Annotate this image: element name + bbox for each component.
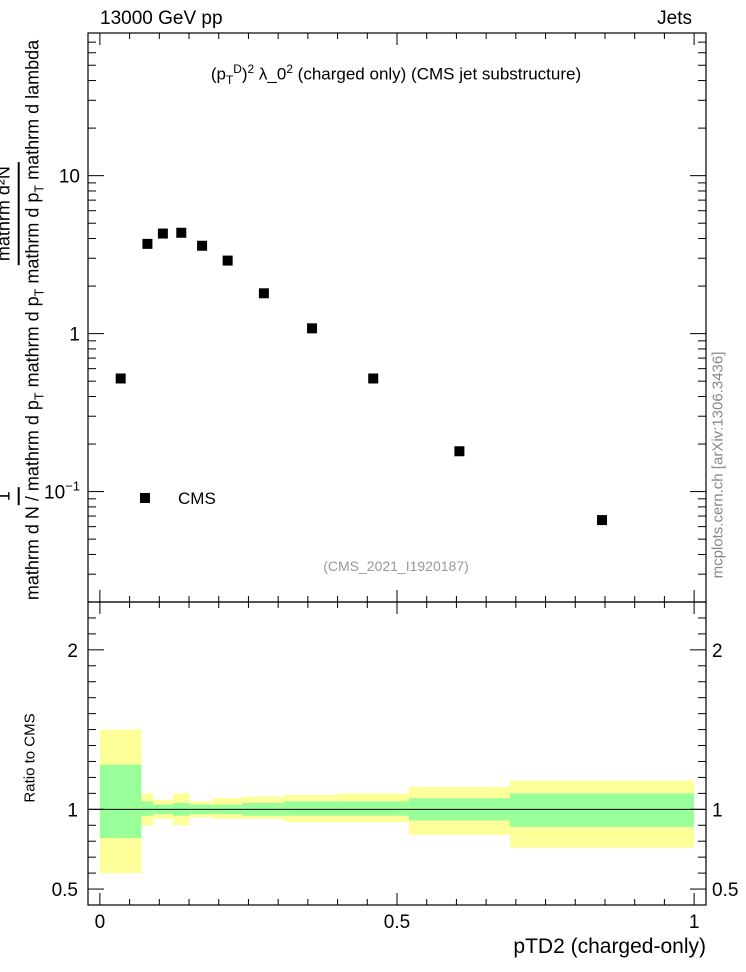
ratio-tick-label-left: 0.5 [52, 880, 78, 901]
data-point [142, 238, 153, 249]
x-tick-label: 1 [689, 912, 700, 933]
data-point [115, 373, 126, 384]
plot-title: (pTD)2 λ_02 (charged only) (CMS jet subs… [210, 62, 582, 88]
axis-tick-labels: 0 0.5 1 10−1 1 10 0.5 0.5 1 1 2 2 [44, 167, 738, 933]
data-point [307, 323, 318, 334]
analysis-id-label: (CMS_2021_I1920187) [323, 558, 469, 574]
watermark: mcplots.cern.ch [arXiv:1306.3436] [709, 351, 727, 579]
ratio-tick-label-right: 2 [712, 641, 723, 662]
ratio-band-inner [337, 801, 409, 816]
header-category-label: Jets [657, 8, 692, 29]
main-panel-frame [87, 32, 707, 603]
y-axis-label-denominator: mathrm d N / mathrm d pT [22, 392, 47, 601]
x-tick-label: 0.5 [384, 912, 410, 933]
ratio-tick-label-left: 1 [67, 800, 78, 821]
data-point [454, 446, 465, 457]
ratio-band-inner [141, 801, 154, 816]
ratio-tick-label-right: 1 [712, 800, 723, 821]
data-point [176, 227, 187, 238]
data-point [368, 373, 379, 384]
y-tick-label: 10 [59, 167, 80, 188]
data-point [258, 288, 269, 299]
data-point [157, 228, 168, 239]
y-tick-label: 10−1 [44, 479, 80, 504]
axis-ticks [88, 32, 706, 905]
y-axis-label-numerator: 1 [0, 487, 20, 506]
y-axis-label-inner-denominator: mathrm d pT mathrm d pT mathrm d lambda [22, 39, 47, 388]
ratio-tick-label-left: 2 [67, 641, 78, 662]
legend-label-cms: CMS [178, 489, 216, 508]
ratio-tick-label-right: 0.5 [712, 880, 738, 901]
y-tick-label: 1 [69, 325, 80, 346]
data-points [115, 227, 608, 526]
y-axis-label: 1 mathrm d N / mathrm d pT mathrm d²N ma… [0, 40, 46, 600]
legend-marker [140, 493, 150, 503]
ratio-uncertainty-bands [99, 729, 695, 874]
ratio-y-axis-label: Ratio to CMS [21, 713, 39, 803]
data-point [597, 515, 608, 526]
x-tick-label: 0 [95, 912, 106, 933]
ratio-band-inner [99, 764, 142, 839]
ratio-band-inner [284, 801, 338, 816]
data-point [197, 240, 208, 251]
header-process-label: 13000 GeV pp [100, 8, 223, 29]
ratio-band-inner [509, 793, 695, 827]
x-axis-label: pTD2 (charged-only) [513, 935, 706, 958]
data-point [222, 255, 233, 266]
y-axis-label-inner-numerator: mathrm d²N [0, 162, 20, 266]
ratio-panel-frame [87, 601, 707, 906]
